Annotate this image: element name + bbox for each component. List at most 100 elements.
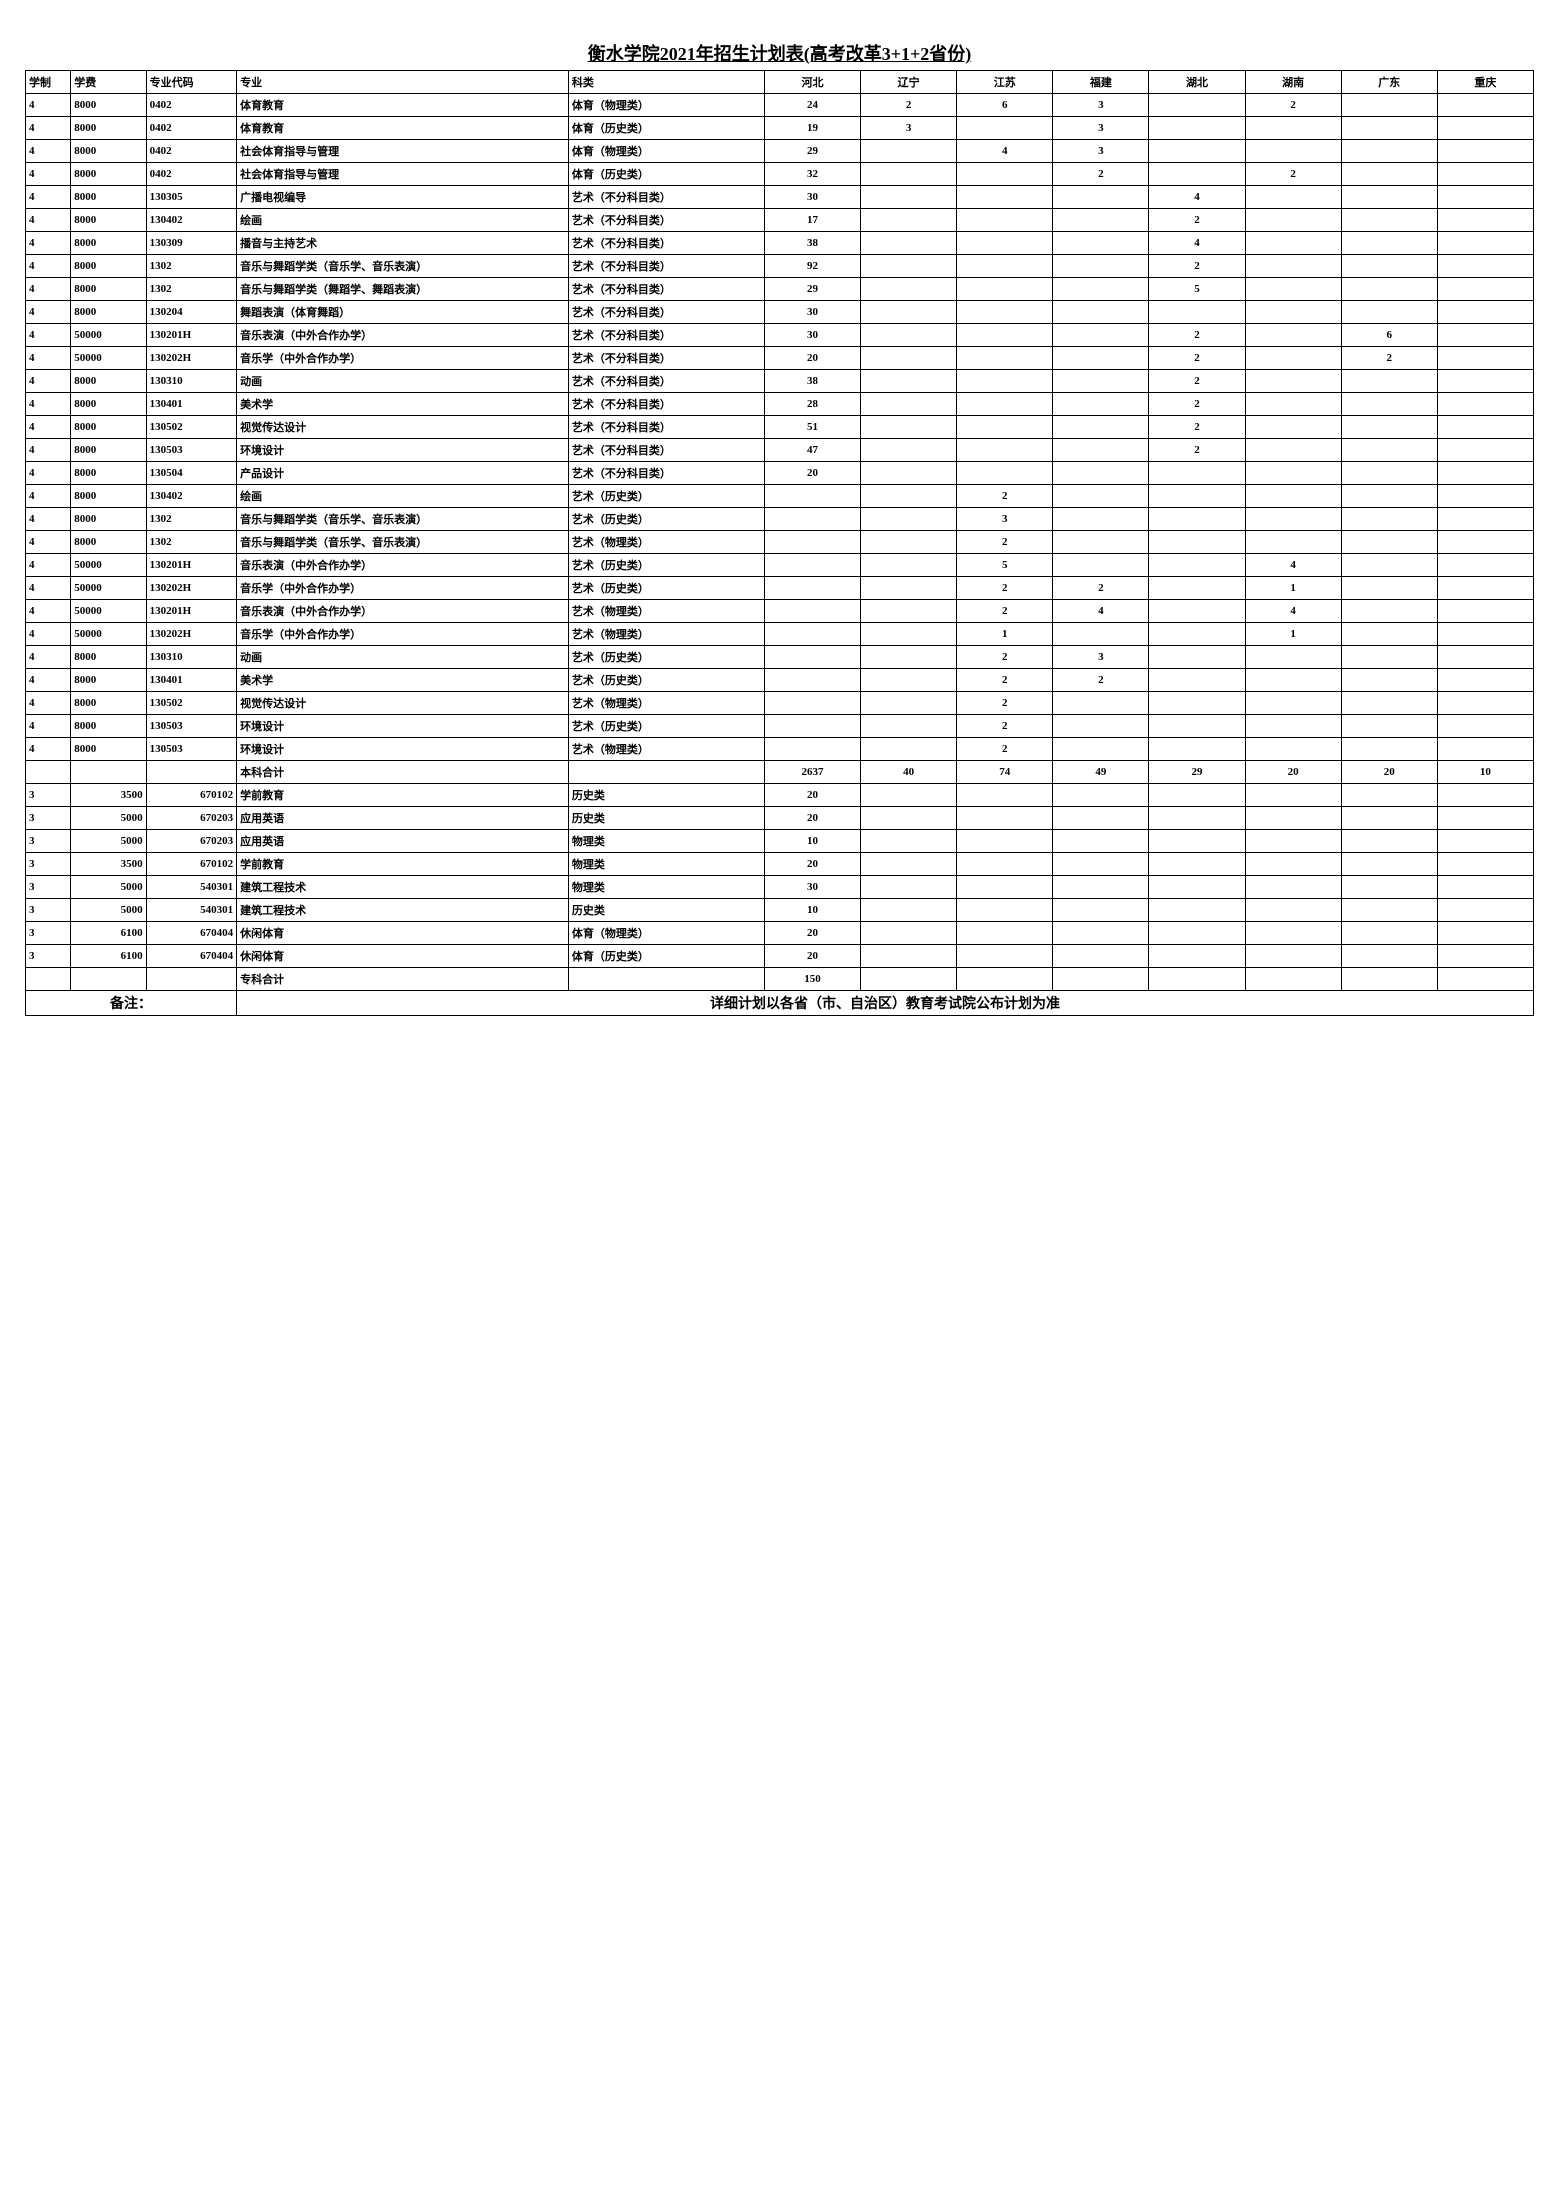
subtotal-value — [861, 968, 957, 991]
table-cell: 美术学 — [237, 669, 569, 692]
table-row: 48000130504产品设计艺术（不分科目类）20 — [26, 462, 1534, 485]
table-cell: 艺术（历史类） — [568, 646, 764, 669]
table-cell — [861, 232, 957, 255]
table-cell: 8000 — [71, 669, 146, 692]
table-cell: 艺术（不分科目类） — [568, 278, 764, 301]
table-cell — [957, 945, 1053, 968]
table-cell: 4 — [26, 485, 71, 508]
table-cell: 社会体育指导与管理 — [237, 140, 569, 163]
table-cell: 2 — [1245, 94, 1341, 117]
table-cell — [1437, 209, 1533, 232]
table-cell: 17 — [764, 209, 860, 232]
table-cell — [1437, 577, 1533, 600]
table-cell — [1245, 232, 1341, 255]
table-cell — [861, 807, 957, 830]
table-cell — [861, 416, 957, 439]
table-cell — [1341, 439, 1437, 462]
table-cell — [1437, 784, 1533, 807]
table-cell: 体育教育 — [237, 94, 569, 117]
table-cell: 3 — [1053, 646, 1149, 669]
table-cell — [1245, 416, 1341, 439]
table-cell: 艺术（不分科目类） — [568, 416, 764, 439]
table-cell: 670203 — [146, 830, 236, 853]
table-cell: 28 — [764, 393, 860, 416]
table-row: 48000130305广播电视编导艺术（不分科目类）304 — [26, 186, 1534, 209]
table-cell — [1053, 186, 1149, 209]
table-cell: 3 — [26, 922, 71, 945]
table-cell: 92 — [764, 255, 860, 278]
table-cell: 2 — [1149, 324, 1245, 347]
table-cell: 2 — [1149, 370, 1245, 393]
subtotal-row: 本科合计263740744929202010 — [26, 761, 1534, 784]
table-cell: 4 — [26, 347, 71, 370]
table-cell — [1149, 945, 1245, 968]
table-cell — [1437, 439, 1533, 462]
table-cell — [1437, 393, 1533, 416]
table-cell: 8000 — [71, 531, 146, 554]
table-cell — [957, 324, 1053, 347]
table-cell — [1341, 669, 1437, 692]
table-cell: 艺术（不分科目类） — [568, 324, 764, 347]
col-header: 科类 — [568, 71, 764, 94]
table-cell — [1341, 140, 1437, 163]
table-cell: 4 — [26, 531, 71, 554]
table-cell: 物理类 — [568, 876, 764, 899]
table-cell — [1245, 669, 1341, 692]
table-cell: 音乐学（中外合作办学） — [237, 347, 569, 370]
table-cell: 3 — [26, 853, 71, 876]
note-row: 备注：详细计划以各省（市、自治区）教育考试院公布计划为准 — [26, 991, 1534, 1016]
table-row: 33500670102学前教育历史类20 — [26, 784, 1534, 807]
table-cell — [957, 416, 1053, 439]
table-row: 48000130401美术学艺术（不分科目类）282 — [26, 393, 1534, 416]
table-cell: 4 — [26, 738, 71, 761]
table-cell: 130204 — [146, 301, 236, 324]
table-cell — [1437, 922, 1533, 945]
table-cell: 51 — [764, 416, 860, 439]
table-cell: 4 — [26, 186, 71, 209]
table-cell — [1437, 738, 1533, 761]
table-cell: 670203 — [146, 807, 236, 830]
table-cell — [1053, 324, 1149, 347]
table-cell: 2 — [1053, 669, 1149, 692]
table-cell: 130402 — [146, 485, 236, 508]
table-cell: 4 — [26, 669, 71, 692]
table-cell: 50000 — [71, 577, 146, 600]
table-cell — [861, 554, 957, 577]
table-cell: 20 — [764, 853, 860, 876]
table-cell: 体育（历史类） — [568, 163, 764, 186]
table-cell — [957, 853, 1053, 876]
table-cell — [861, 853, 957, 876]
table-cell: 4 — [26, 255, 71, 278]
table-cell — [1341, 922, 1437, 945]
table-cell — [1149, 646, 1245, 669]
table-cell — [1341, 623, 1437, 646]
table-cell: 艺术（历史类） — [568, 577, 764, 600]
table-cell: 4 — [26, 439, 71, 462]
table-cell: 130503 — [146, 439, 236, 462]
table-cell — [1053, 508, 1149, 531]
table-cell: 32 — [764, 163, 860, 186]
table-cell: 社会体育指导与管理 — [237, 163, 569, 186]
table-cell: 5000 — [71, 876, 146, 899]
table-cell: 3 — [1053, 117, 1149, 140]
table-cell — [861, 784, 957, 807]
table-cell: 艺术（不分科目类） — [568, 209, 764, 232]
table-cell: 4 — [26, 370, 71, 393]
table-cell: 3 — [861, 117, 957, 140]
table-cell: 艺术（不分科目类） — [568, 347, 764, 370]
table-cell: 2 — [957, 738, 1053, 761]
table-cell: 2 — [957, 646, 1053, 669]
table-cell — [1149, 623, 1245, 646]
table-cell: 艺术（不分科目类） — [568, 232, 764, 255]
table-cell: 4 — [1245, 600, 1341, 623]
table-cell — [568, 761, 764, 784]
table-cell — [1341, 485, 1437, 508]
table-cell: 艺术（物理类） — [568, 600, 764, 623]
table-cell: 4 — [26, 393, 71, 416]
col-header: 辽宁 — [861, 71, 957, 94]
table-cell — [1341, 255, 1437, 278]
table-cell — [1245, 692, 1341, 715]
subtotal-value — [957, 968, 1053, 991]
table-cell — [1053, 715, 1149, 738]
table-cell: 美术学 — [237, 393, 569, 416]
